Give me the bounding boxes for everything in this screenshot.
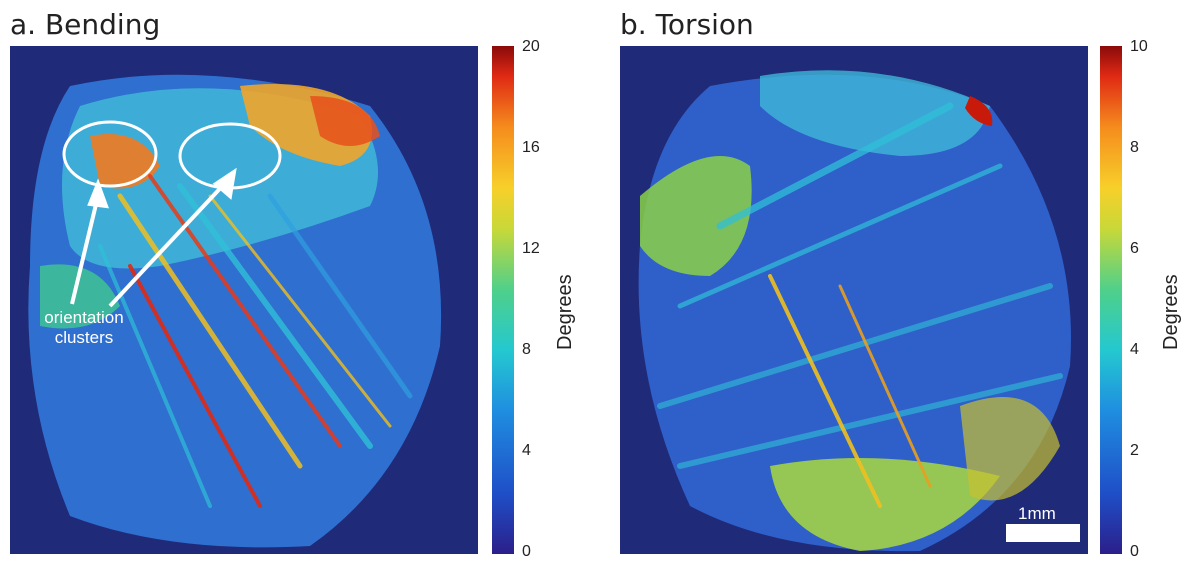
scale-bar-label: 1mm [1018, 504, 1056, 523]
torsion-tick-4: 4 [1130, 341, 1139, 358]
torsion-tick-2: 2 [1130, 442, 1139, 459]
torsion-orientation-map: 1mm [620, 46, 1088, 554]
torsion-tick-6: 6 [1130, 240, 1139, 257]
bending-tick-12: 12 [522, 240, 540, 257]
bending-orientation-map: orientation clusters [10, 46, 478, 554]
torsion-tick-10: 10 [1130, 38, 1148, 55]
annotation-line-2: clusters [54, 328, 114, 347]
bending-tick-20: 20 [522, 38, 540, 55]
bending-tick-16: 16 [522, 139, 540, 156]
scale-bar [1006, 524, 1080, 542]
bending-colorbar-label: Degrees [554, 274, 576, 350]
panel-a-title: a. Bending [10, 8, 161, 41]
panel-b-title: b. Torsion [620, 8, 754, 41]
torsion-tick-8: 8 [1130, 139, 1139, 156]
torsion-colorbar-label: Degrees [1160, 274, 1182, 350]
bending-colorbar [492, 46, 514, 554]
bending-map-graphic [28, 74, 442, 548]
orientation-clusters-annotation: orientation clusters [24, 308, 144, 348]
bending-tick-8: 8 [522, 341, 531, 358]
torsion-map-graphic [638, 70, 1080, 552]
annotation-line-1: orientation [44, 308, 124, 327]
bending-tick-0: 0 [522, 543, 531, 560]
torsion-colorbar [1100, 46, 1122, 554]
bending-tick-4: 4 [522, 442, 531, 459]
torsion-tick-0: 0 [1130, 543, 1139, 560]
